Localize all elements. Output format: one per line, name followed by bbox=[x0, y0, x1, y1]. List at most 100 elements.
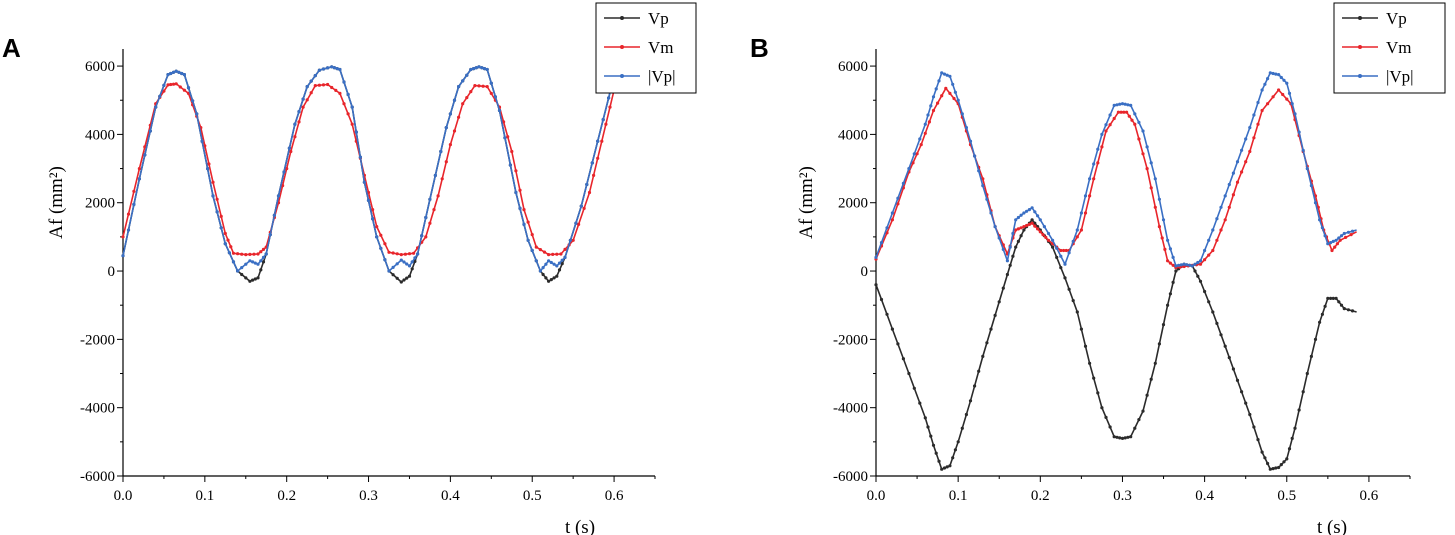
data-point-absVp bbox=[219, 226, 223, 230]
data-point-absVp bbox=[231, 260, 236, 264]
data-point-absVp bbox=[387, 269, 391, 273]
data-point-Vm bbox=[215, 197, 219, 201]
legend-marker-Vm bbox=[620, 45, 624, 49]
data-point-absVp bbox=[391, 265, 395, 269]
y-tick-label: -4000 bbox=[833, 401, 868, 417]
data-point-Vp bbox=[1030, 218, 1034, 222]
data-point-Vm bbox=[600, 139, 604, 143]
data-point-Vp bbox=[259, 268, 263, 272]
data-point-Vm bbox=[1248, 149, 1252, 154]
data-point-absVp bbox=[1025, 209, 1029, 213]
data-point-Vp bbox=[912, 386, 916, 390]
data-point-absVp bbox=[1305, 167, 1309, 171]
data-point-absVp bbox=[579, 204, 583, 208]
data-point-Vm bbox=[465, 96, 469, 100]
data-point-absVp bbox=[977, 169, 981, 173]
data-point-absVp bbox=[1019, 213, 1023, 217]
data-point-Vm bbox=[563, 247, 567, 251]
data-point-Vp bbox=[1171, 280, 1175, 284]
data-point-absVp bbox=[1248, 126, 1252, 130]
data-point-absVp bbox=[424, 215, 428, 220]
legend-marker-Vp bbox=[620, 16, 624, 20]
series-line-Vm bbox=[875, 87, 1357, 269]
data-point-absVp bbox=[236, 269, 240, 273]
data-point-Vm bbox=[174, 82, 178, 86]
x-tick-label: 0.2 bbox=[1031, 488, 1050, 504]
data-point-absVp bbox=[428, 197, 432, 201]
data-point-absVp bbox=[1309, 184, 1313, 188]
data-point-Vm bbox=[582, 206, 586, 210]
data-point-Vp bbox=[1313, 337, 1318, 341]
data-point-Vp bbox=[405, 276, 409, 280]
data-point-absVp bbox=[413, 256, 417, 260]
data-point-Vm bbox=[1041, 233, 1045, 237]
data-point-absVp bbox=[251, 260, 255, 264]
data-point-Vm bbox=[485, 85, 489, 89]
data-point-absVp bbox=[1193, 262, 1197, 266]
data-point-absVp bbox=[993, 225, 997, 229]
data-point-Vp bbox=[256, 276, 260, 280]
x-axis-label: t (s) bbox=[565, 517, 595, 535]
data-point-Vp bbox=[1285, 457, 1289, 461]
x-tick-label: 0.3 bbox=[359, 488, 378, 504]
data-point-absVp bbox=[379, 246, 383, 250]
data-point-absVp bbox=[244, 262, 248, 266]
data-point-Vp bbox=[1063, 276, 1067, 280]
data-point-Vm bbox=[502, 120, 506, 124]
y-tick-label: -6000 bbox=[80, 469, 115, 485]
data-point-Vm bbox=[518, 188, 522, 192]
y-tick-label: 4000 bbox=[85, 127, 115, 143]
data-point-Vp bbox=[557, 268, 562, 272]
data-point-Vp bbox=[1096, 391, 1100, 395]
data-point-Vp bbox=[1141, 409, 1145, 413]
data-point-Vm bbox=[1266, 102, 1270, 106]
legend-marker-absVp bbox=[620, 74, 624, 78]
data-point-Vm bbox=[1171, 263, 1175, 267]
data-point-absVp bbox=[1171, 255, 1175, 259]
data-point-absVp bbox=[1174, 264, 1178, 268]
data-point-absVp bbox=[590, 161, 594, 165]
data-point-absVp bbox=[518, 206, 522, 210]
data-point-Vm bbox=[1059, 248, 1063, 253]
data-point-Vp bbox=[923, 416, 927, 420]
data-point-Vm bbox=[211, 180, 215, 184]
data-point-Vp bbox=[1279, 463, 1283, 467]
data-point-Vp bbox=[1133, 426, 1137, 430]
data-point-Vp bbox=[1297, 408, 1301, 412]
data-point-absVp bbox=[1036, 214, 1040, 218]
data-point-absVp bbox=[259, 259, 263, 263]
data-point-absVp bbox=[366, 198, 371, 202]
data-point-Vp bbox=[1079, 327, 1083, 331]
data-point-absVp bbox=[1301, 148, 1305, 152]
y-tick-label: -2000 bbox=[833, 332, 868, 348]
data-point-absVp bbox=[485, 67, 489, 72]
data-point-Vp bbox=[1129, 435, 1133, 439]
data-point-Vp bbox=[1323, 304, 1327, 308]
data-point-absVp bbox=[1350, 229, 1355, 233]
data-point-Vm bbox=[452, 129, 457, 133]
data-point-Vm bbox=[1096, 161, 1100, 165]
data-point-Vm bbox=[604, 122, 608, 126]
x-tick-label: 0.2 bbox=[277, 488, 296, 504]
data-point-Vp bbox=[1019, 234, 1023, 238]
data-point-absVp bbox=[1279, 75, 1283, 80]
data-point-Vm bbox=[915, 152, 919, 156]
data-point-absVp bbox=[1252, 113, 1256, 117]
data-point-absVp bbox=[1016, 215, 1021, 220]
data-point-Vp bbox=[1088, 361, 1092, 365]
data-point-Vp bbox=[934, 451, 938, 455]
data-point-Vp bbox=[1083, 344, 1088, 348]
data-point-absVp bbox=[997, 236, 1001, 240]
data-point-Vp bbox=[940, 467, 944, 471]
data-point-absVp bbox=[1185, 263, 1189, 267]
data-point-Vp bbox=[1305, 371, 1309, 376]
data-point-Vm bbox=[1149, 186, 1153, 190]
data-point-absVp bbox=[1231, 171, 1235, 175]
data-point-Vm bbox=[166, 83, 170, 87]
data-point-absVp bbox=[395, 262, 399, 266]
data-point-Vp bbox=[1203, 289, 1207, 294]
data-point-Vm bbox=[1160, 236, 1164, 240]
data-point-absVp bbox=[482, 67, 487, 71]
data-point-Vp bbox=[1022, 228, 1026, 232]
data-point-absVp bbox=[526, 238, 530, 242]
